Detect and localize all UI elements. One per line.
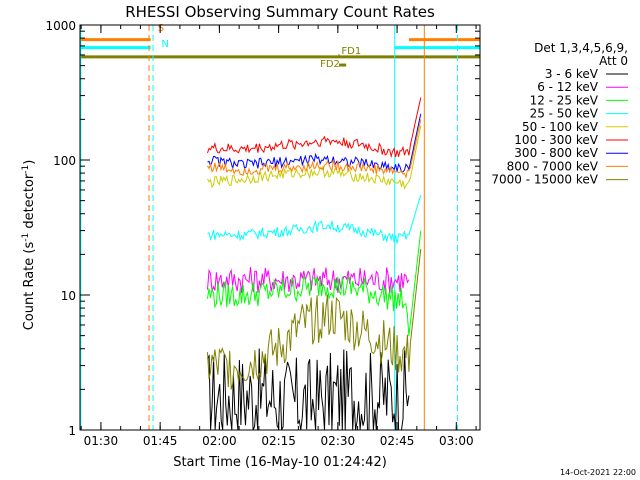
x-tick-label: 01:45 [143, 434, 178, 448]
legend-label: 25 - 50 keV [530, 107, 599, 121]
series-line-6 [207, 113, 422, 174]
legend-header-line-1: Det 1,3,4,5,6,9, [534, 41, 628, 55]
series-line-2 [207, 230, 422, 337]
x-tick-label: 02:45 [380, 434, 415, 448]
legend-label: 3 - 6 keV [545, 67, 599, 81]
legend-header-line-2: Att 0 [599, 54, 628, 68]
legend-label: 800 - 7000 keV [507, 159, 599, 173]
y-tick-label: 1 [68, 424, 76, 438]
x-tick-label: 01:30 [84, 434, 119, 448]
y-tick-label: 1000 [45, 19, 76, 33]
plot-frame [79, 24, 481, 431]
series-line-5 [207, 97, 422, 159]
x-tick-label: 03:00 [439, 434, 474, 448]
x-tick-label: 02:00 [202, 434, 237, 448]
series-lines [207, 97, 422, 431]
night-label: N [161, 39, 168, 50]
x-tick-label: 02:15 [261, 434, 296, 448]
series-line-7 [207, 119, 422, 179]
series-line-3 [207, 194, 422, 244]
series-line-8 [207, 248, 422, 390]
series-line-0 [207, 348, 410, 431]
flare2-label: FD2 [320, 59, 340, 70]
x-tick-label: 02:30 [321, 434, 356, 448]
legend-label: 7000 - 15000 keV [491, 173, 598, 187]
chart-title: RHESSI Observing Summary Count Rates [125, 3, 435, 21]
legend-label: 6 - 12 keV [537, 80, 599, 94]
legend-label: 50 - 100 keV [522, 120, 599, 134]
timestamp: 14-Oct-2021 22:00 [560, 468, 636, 477]
legend-label: 12 - 25 keV [530, 93, 599, 107]
axes: 01:30 01:45 02:00 02:15 02:30 02:45 03:00 1 10 10… [45, 19, 481, 448]
legend-label: 300 - 800 keV [514, 146, 598, 160]
series-line-4 [207, 125, 422, 191]
legend-label: 100 - 300 keV [514, 133, 598, 147]
series-line-1 [207, 266, 410, 294]
y-tick-label: 10 [61, 289, 76, 303]
flare1-label: FD1 [341, 46, 361, 57]
x-axis-label: Start Time (16-May-10 01:24:42) [173, 455, 387, 470]
y-tick-label: 100 [53, 154, 76, 168]
saa-label: S [158, 23, 164, 34]
y-axis-label: Count Rate (s-1 detector-1) [21, 160, 37, 331]
